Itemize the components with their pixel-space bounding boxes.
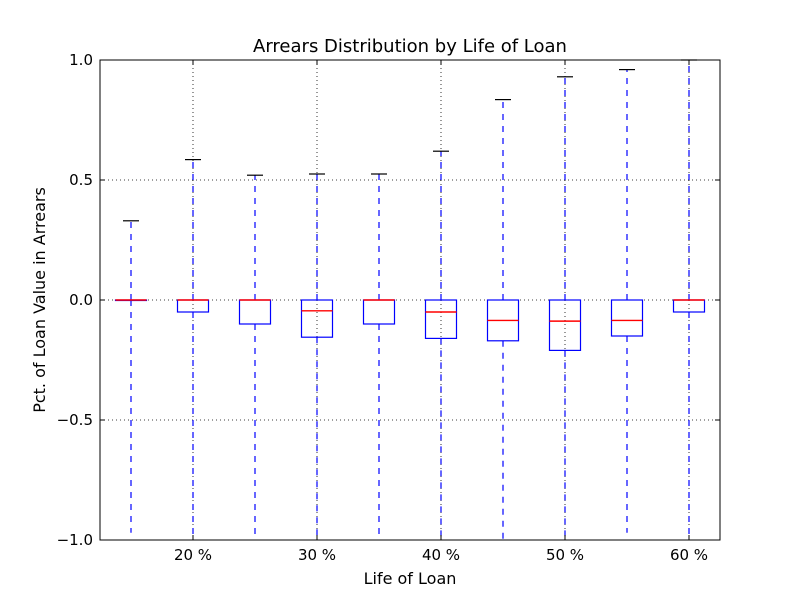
box-body bbox=[300, 299, 334, 338]
box-7 bbox=[486, 98, 520, 540]
box-8 bbox=[548, 76, 582, 540]
x-tick-label: 20 % bbox=[174, 546, 212, 564]
box-series bbox=[114, 59, 706, 540]
chart-title: Arrears Distribution by Life of Loan bbox=[253, 36, 567, 57]
box-1 bbox=[114, 220, 148, 533]
box-5 bbox=[362, 173, 396, 540]
x-tick-label: 40 % bbox=[422, 546, 460, 564]
box-body bbox=[610, 299, 644, 337]
x-tick-label: 60 % bbox=[670, 546, 708, 564]
box-2 bbox=[176, 159, 210, 540]
box-6 bbox=[424, 150, 458, 540]
y-tick-label: 1.0 bbox=[69, 51, 93, 69]
y-tick-label: 0.0 bbox=[69, 291, 93, 309]
y-tick-label: −0.5 bbox=[57, 411, 93, 429]
box-3 bbox=[238, 174, 272, 540]
box-body bbox=[424, 299, 458, 340]
y-axis-label: Pct. of Loan Value in Arrears bbox=[30, 187, 49, 413]
y-tick-label: 0.5 bbox=[69, 171, 93, 189]
axis-ticks: 1.0 0.5 0.0 −0.5 −1.0 20 % 30 % 40 % 50 % 60 % bbox=[57, 51, 720, 564]
x-tick-label: 30 % bbox=[298, 546, 336, 564]
x-tick-label: 50 % bbox=[546, 546, 584, 564]
box-body bbox=[548, 299, 582, 352]
box-9 bbox=[610, 68, 644, 533]
y-tick-label: −1.0 bbox=[57, 531, 93, 549]
x-axis-label: Life of Loan bbox=[364, 569, 457, 588]
box-4 bbox=[300, 173, 334, 540]
